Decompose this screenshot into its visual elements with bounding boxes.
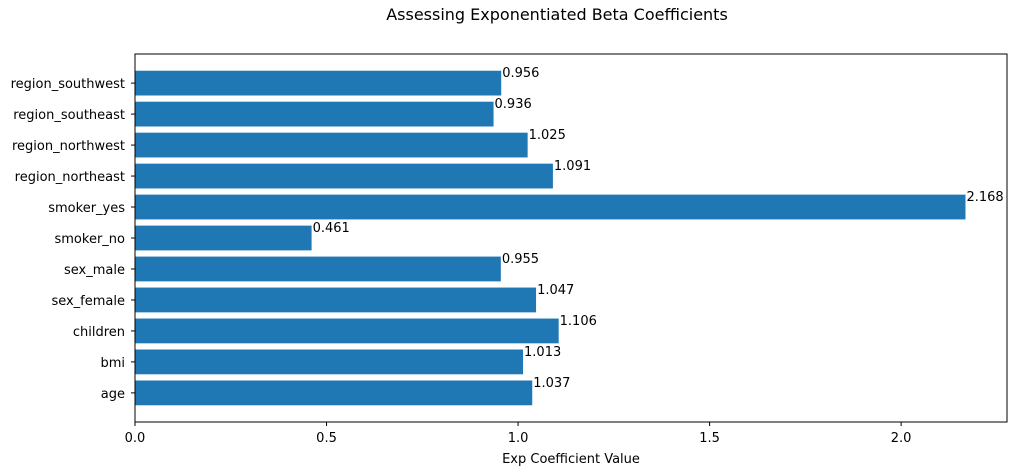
- data-label-region_northeast: 1.091: [554, 159, 591, 174]
- data-label-sex_female: 1.047: [537, 283, 574, 298]
- x-axis-label: Exp Coefficient Value: [502, 452, 640, 467]
- bar-region_southeast: [135, 101, 494, 127]
- data-label-bmi: 1.013: [524, 345, 561, 360]
- x-tick-label: 2.0: [891, 431, 912, 446]
- bar-children: [135, 318, 559, 344]
- data-label-sex_male: 0.955: [502, 252, 539, 267]
- bar-region_southwest: [135, 70, 502, 96]
- y-tick-label-sex_female: sex_female: [51, 294, 125, 309]
- y-tick-label-region_northwest: region_northwest: [12, 139, 125, 154]
- bar-smoker_no: [135, 225, 312, 251]
- y-tick-label-smoker_yes: smoker_yes: [48, 201, 125, 216]
- y-tick-label-region_southeast: region_southeast: [13, 108, 125, 123]
- data-label-smoker_yes: 2.168: [966, 190, 1003, 205]
- y-tick-label-age: age: [101, 387, 125, 402]
- data-label-region_northwest: 1.025: [529, 128, 566, 143]
- y-tick-label-children: children: [73, 325, 125, 340]
- data-label-region_southwest: 0.956: [502, 66, 539, 81]
- y-tick-label-smoker_no: smoker_no: [55, 232, 126, 247]
- y-tick-label-bmi: bmi: [100, 356, 125, 371]
- y-tick-label-region_northeast: region_northeast: [15, 170, 125, 185]
- bar-sex_male: [135, 256, 501, 282]
- bar-sex_female: [135, 287, 537, 313]
- x-tick-label: 1.0: [508, 431, 529, 446]
- data-label-age: 1.037: [533, 376, 570, 391]
- x-tick-label: 0.5: [316, 431, 337, 446]
- bar-age: [135, 380, 533, 406]
- bar-bmi: [135, 349, 524, 375]
- data-label-smoker_no: 0.461: [313, 221, 350, 236]
- data-label-children: 1.106: [560, 314, 597, 329]
- data-label-region_southeast: 0.936: [495, 97, 532, 112]
- y-tick-label-sex_male: sex_male: [64, 263, 125, 278]
- x-tick-label: 0.0: [125, 431, 146, 446]
- y-tick-label-region_southwest: region_southwest: [11, 77, 125, 92]
- chart-title: Assessing Exponentiated Beta Coefficient…: [386, 5, 728, 24]
- bar-smoker_yes: [135, 194, 966, 220]
- bar-region_northeast: [135, 163, 553, 189]
- bar-region_northwest: [135, 132, 528, 158]
- x-tick-label: 1.5: [699, 431, 720, 446]
